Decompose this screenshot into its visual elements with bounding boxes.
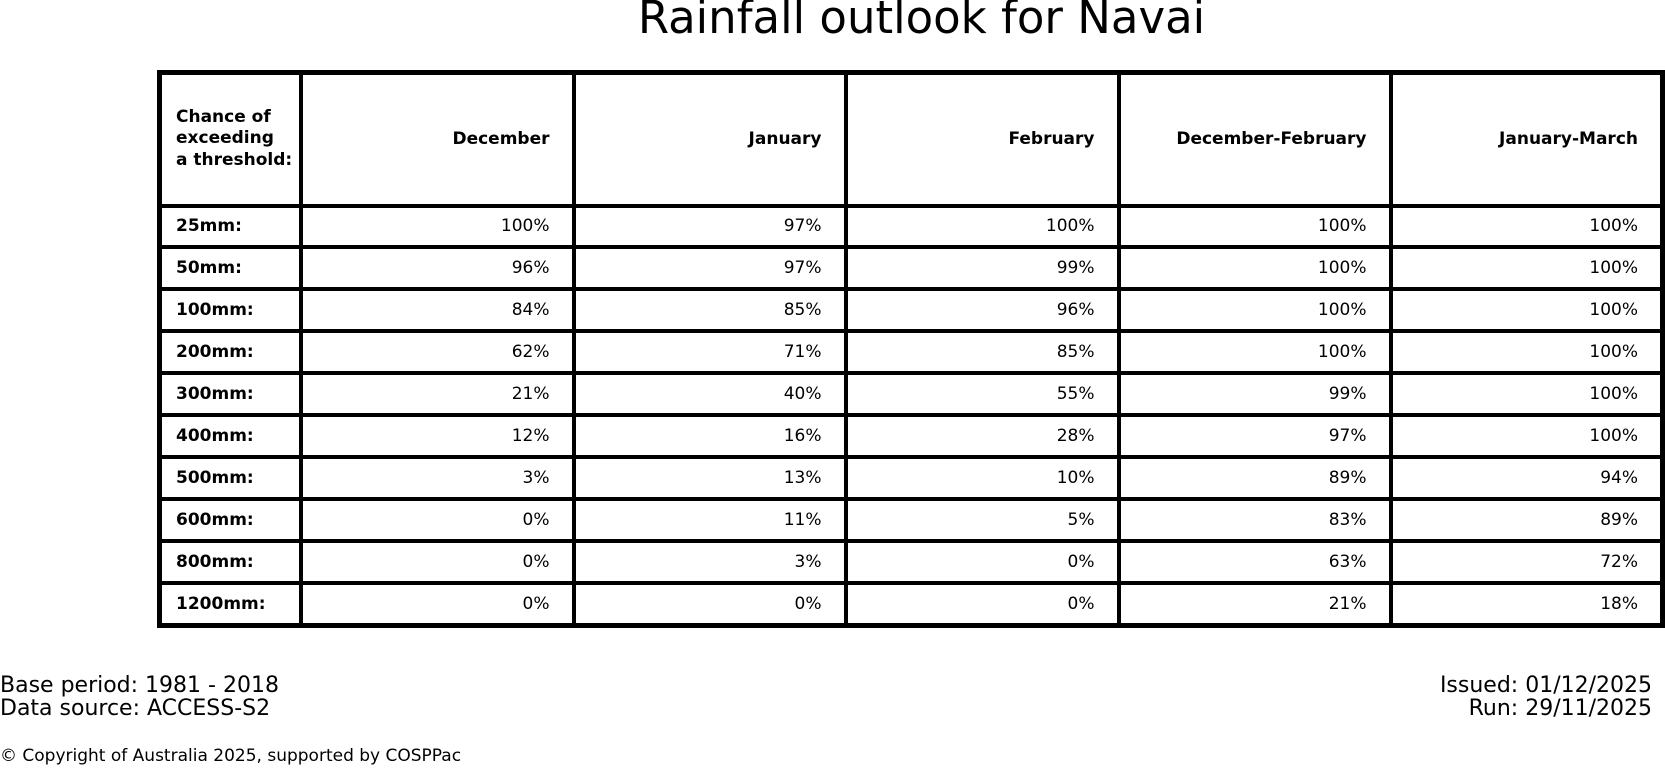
probability-cell: 97% <box>571 203 848 250</box>
table-row-400mm: 400mm: 12% 16% 28% 97% 100% <box>157 413 1665 459</box>
data-source-text: Data source: ACCESS-S2 <box>0 696 271 721</box>
probability-cell: 5% <box>843 496 1121 543</box>
column-header-december-february: December-February <box>1116 70 1393 208</box>
column-header-january-march: January-March <box>1388 70 1665 208</box>
probability-cell: 0% <box>843 538 1121 585</box>
table-row-800mm: 800mm: 0% 3% 0% 63% 72% <box>157 538 1665 585</box>
rainfall-probability-table: Chance of exceeding a threshold: Decembe… <box>157 70 1665 628</box>
probability-cell: 21% <box>1116 580 1393 628</box>
probability-cell: 89% <box>1116 454 1393 501</box>
threshold-label-cell: 600mm: <box>157 496 303 543</box>
probability-cell: 40% <box>571 371 848 418</box>
table-row-500mm: 500mm: 3% 13% 10% 89% 94% <box>157 454 1665 501</box>
corner-header-cell: Chance of exceeding a threshold: <box>157 70 303 208</box>
rainfall-outlook-table-container: Chance of exceeding a threshold: Decembe… <box>157 70 1665 628</box>
table-header-row: Chance of exceeding a threshold: Decembe… <box>157 70 1665 208</box>
probability-cell: 62% <box>298 329 576 376</box>
probability-cell: 0% <box>298 496 576 543</box>
probability-cell: 3% <box>571 538 848 585</box>
threshold-label-cell: 50mm: <box>157 245 303 292</box>
probability-cell: 21% <box>298 371 576 418</box>
probability-cell: 96% <box>843 287 1121 334</box>
probability-cell: 83% <box>1116 496 1393 543</box>
threshold-label-cell: 400mm: <box>157 413 303 459</box>
table-row-200mm: 200mm: 62% 71% 85% 100% 100% <box>157 329 1665 376</box>
probability-cell: 100% <box>1388 329 1665 376</box>
column-header-february: February <box>843 70 1121 208</box>
copyright-notice: © Copyright of Australia 2025, supported… <box>0 746 462 766</box>
threshold-label-cell: 500mm: <box>157 454 303 501</box>
probability-cell: 0% <box>843 580 1121 628</box>
probability-cell: 99% <box>1116 371 1393 418</box>
probability-cell: 99% <box>843 245 1121 292</box>
probability-cell: 100% <box>1388 413 1665 459</box>
probability-cell: 100% <box>1116 287 1393 334</box>
probability-cell: 10% <box>843 454 1121 501</box>
page-title: Rainfall outlook for Navai <box>637 0 1206 44</box>
probability-cell: 100% <box>1116 203 1393 250</box>
probability-cell: 100% <box>1388 287 1665 334</box>
probability-cell: 100% <box>1116 329 1393 376</box>
probability-cell: 11% <box>571 496 848 543</box>
probability-cell: 0% <box>298 538 576 585</box>
probability-cell: 72% <box>1388 538 1665 585</box>
table-row-25mm: 25mm: 100% 97% 100% 100% 100% <box>157 203 1665 250</box>
probability-cell: 96% <box>298 245 576 292</box>
probability-cell: 100% <box>1388 245 1665 292</box>
probability-cell: 100% <box>843 203 1121 250</box>
probability-cell: 0% <box>298 580 576 628</box>
threshold-label-cell: 1200mm: <box>157 580 303 628</box>
footer-metadata-right: Issued: 01/12/2025 Run: 29/11/2025 <box>1440 674 1652 720</box>
probability-cell: 85% <box>571 287 848 334</box>
table-row-600mm: 600mm: 0% 11% 5% 83% 89% <box>157 496 1665 543</box>
probability-cell: 13% <box>571 454 848 501</box>
probability-cell: 100% <box>1388 203 1665 250</box>
probability-cell: 100% <box>298 203 576 250</box>
probability-cell: 94% <box>1388 454 1665 501</box>
probability-cell: 55% <box>843 371 1121 418</box>
probability-cell: 0% <box>571 580 848 628</box>
probability-cell: 89% <box>1388 496 1665 543</box>
footer-metadata-left: Base period: 1981 - 2018 Data source: AC… <box>0 674 279 720</box>
table-row-100mm: 100mm: 84% 85% 96% 100% 100% <box>157 287 1665 334</box>
probability-cell: 28% <box>843 413 1121 459</box>
probability-cell: 85% <box>843 329 1121 376</box>
column-header-december: December <box>298 70 576 208</box>
base-period-text: Base period: 1981 - 2018 <box>0 673 279 698</box>
threshold-label-cell: 800mm: <box>157 538 303 585</box>
probability-cell: 97% <box>1116 413 1393 459</box>
probability-cell: 18% <box>1388 580 1665 628</box>
probability-cell: 63% <box>1116 538 1393 585</box>
column-header-january: January <box>571 70 848 208</box>
threshold-label-cell: 100mm: <box>157 287 303 334</box>
threshold-label-cell: 25mm: <box>157 203 303 250</box>
probability-cell: 16% <box>571 413 848 459</box>
probability-cell: 100% <box>1388 371 1665 418</box>
probability-cell: 3% <box>298 454 576 501</box>
run-date-text: Run: 29/11/2025 <box>1468 696 1652 721</box>
probability-cell: 12% <box>298 413 576 459</box>
probability-cell: 100% <box>1116 245 1393 292</box>
issued-date-text: Issued: 01/12/2025 <box>1439 673 1652 698</box>
threshold-label-cell: 200mm: <box>157 329 303 376</box>
table-row-1200mm: 1200mm: 0% 0% 0% 21% 18% <box>157 580 1665 628</box>
table-row-300mm: 300mm: 21% 40% 55% 99% 100% <box>157 371 1665 418</box>
table-row-50mm: 50mm: 96% 97% 99% 100% 100% <box>157 245 1665 292</box>
probability-cell: 71% <box>571 329 848 376</box>
probability-cell: 84% <box>298 287 576 334</box>
probability-cell: 97% <box>571 245 848 292</box>
threshold-label-cell: 300mm: <box>157 371 303 418</box>
